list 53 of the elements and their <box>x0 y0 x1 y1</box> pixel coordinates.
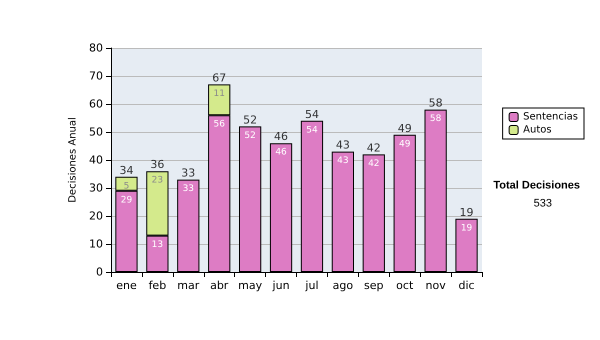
data-label: 58 <box>430 114 442 124</box>
y-axis-title: Decisiones Anual <box>68 117 79 203</box>
total-label: 49 <box>398 122 412 135</box>
data-label: 49 <box>398 139 411 150</box>
text: 533 <box>534 198 552 210</box>
total-label: 58 <box>428 96 443 110</box>
x-tick-label: jul <box>304 279 319 292</box>
x-tick-label: ago <box>332 279 354 292</box>
data-label: 46 <box>275 148 288 158</box>
total-label: 42 <box>366 141 381 154</box>
data-label: 11 <box>213 88 225 99</box>
data-label: 43 <box>337 156 349 166</box>
x-tick-label: may <box>238 279 263 292</box>
data-label: 33 <box>182 184 194 194</box>
data-label: 54 <box>306 125 318 136</box>
text: Total Decisiones <box>493 180 580 192</box>
data-label: 23 <box>152 176 164 186</box>
x-tick-label: jun <box>272 279 290 292</box>
total-label: 43 <box>336 138 350 152</box>
total-label: 34 <box>119 164 134 177</box>
y-tick-label: 80 <box>89 42 103 54</box>
y-tick-label: 50 <box>89 126 103 138</box>
y-tick-label: 0 <box>96 266 103 278</box>
x-tick-label: abr <box>210 279 229 292</box>
total-label: 19 <box>460 206 474 219</box>
x-tick-label: dic <box>458 279 475 292</box>
total-label: 36 <box>150 158 164 172</box>
total-label: 46 <box>274 130 288 144</box>
total-label: 67 <box>212 71 226 84</box>
x-tick-label: oct <box>396 279 414 292</box>
total-label: 33 <box>181 166 196 180</box>
x-tick-label: nov <box>426 279 446 292</box>
x-tick-label: mar <box>177 279 200 292</box>
data-label: 29 <box>120 195 132 206</box>
y-tick-label: 30 <box>89 182 103 194</box>
total-label: 52 <box>243 113 258 126</box>
data-label: 52 <box>244 130 256 141</box>
x-tick-label: sep <box>364 279 384 292</box>
data-label: 42 <box>368 158 380 169</box>
data-label: 56 <box>213 120 226 130</box>
y-tick-label: 20 <box>89 210 103 222</box>
y-tick-label: 40 <box>89 154 103 166</box>
legend-label: Sentencias <box>523 112 578 122</box>
y-tick-label: 10 <box>89 238 103 250</box>
x-tick-label: feb <box>148 279 166 292</box>
total-label: 54 <box>304 108 319 121</box>
x-tick-label: ene <box>116 279 137 292</box>
data-label: 19 <box>460 223 473 234</box>
data-label: 13 <box>152 240 164 250</box>
y-tick-label: 60 <box>89 98 103 110</box>
y-tick-label: 70 <box>89 70 103 82</box>
legend-label: Autos <box>523 124 552 136</box>
data-label: 5 <box>124 181 130 192</box>
